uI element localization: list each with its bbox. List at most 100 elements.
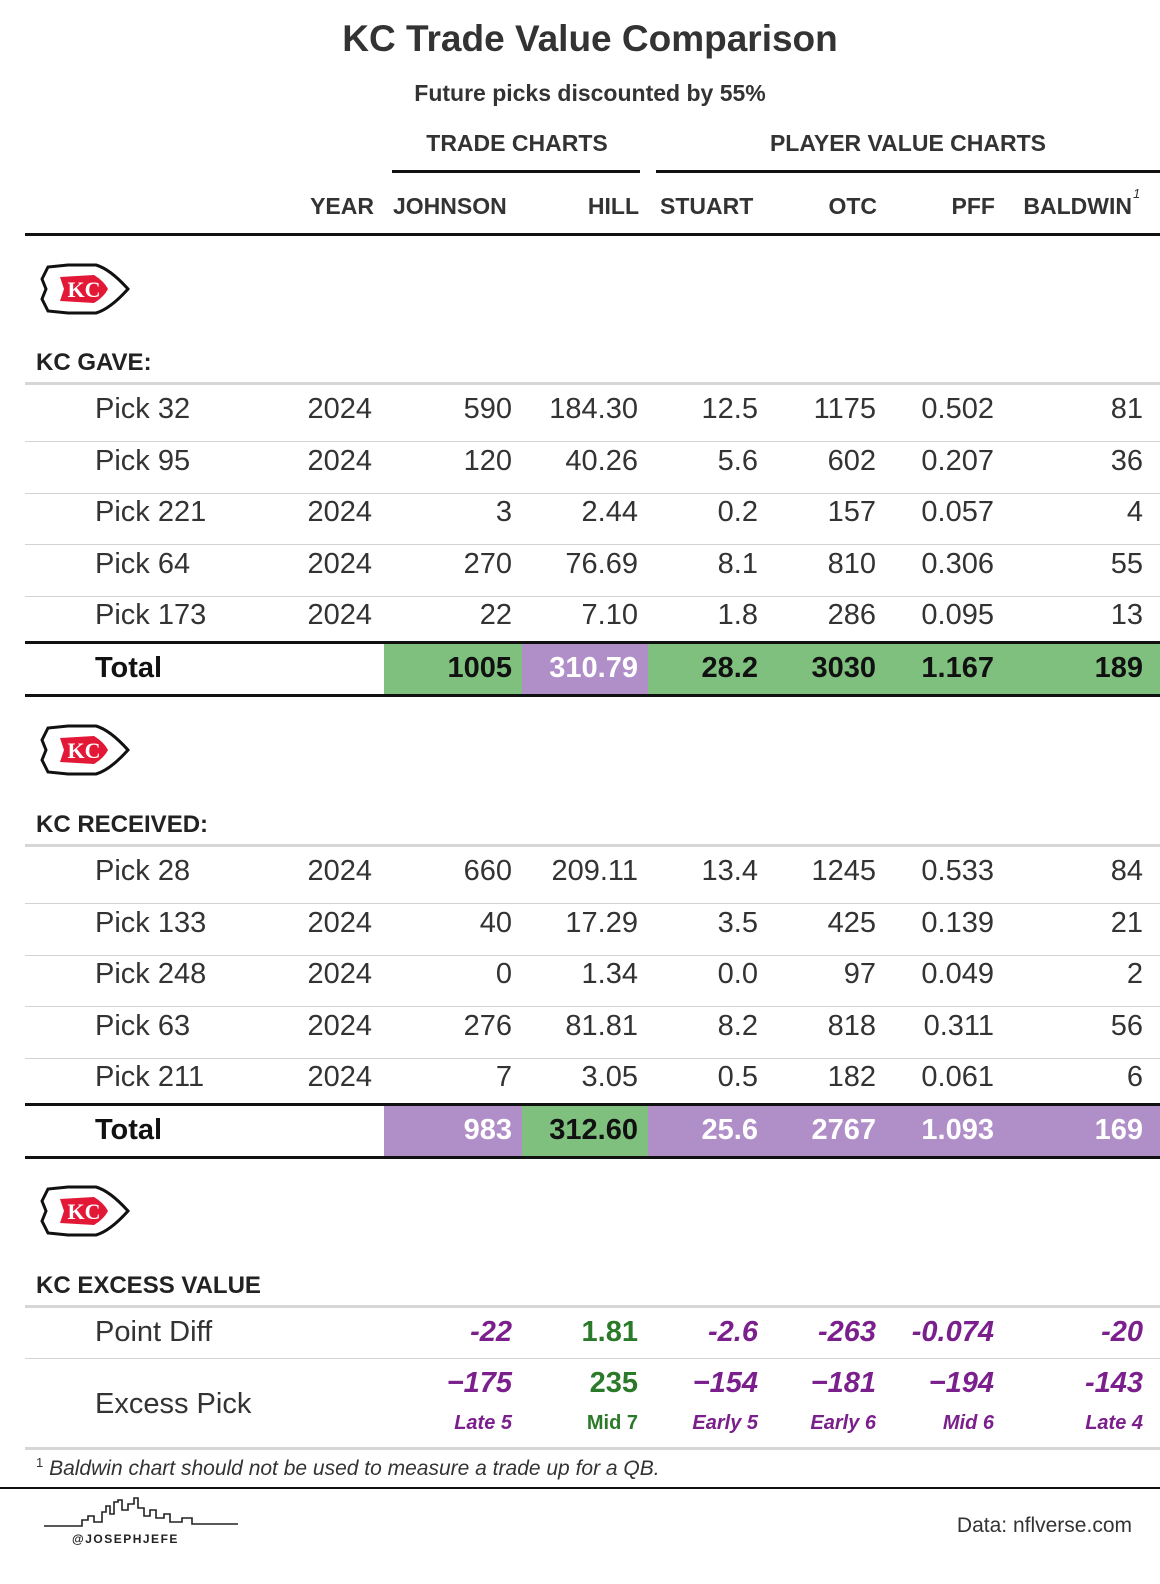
total-stuart: 25.6: [701, 1113, 758, 1146]
row-divider: [25, 1358, 1160, 1359]
cell-stuart: 0.2: [717, 496, 758, 528]
excess-round-johnson: Late 5: [454, 1412, 512, 1434]
excess-pick-otc: −181: [810, 1367, 876, 1399]
col-hill: HILL: [587, 193, 639, 219]
total-johnson: 1005: [447, 651, 512, 684]
total-highlight-stuart: [648, 1105, 768, 1157]
total-rule: [25, 1156, 1160, 1159]
total-highlight-hill: [522, 1105, 648, 1157]
pick-label: Pick 32: [95, 393, 191, 425]
cell-johnson: 660: [463, 855, 512, 887]
cell-otc: 810: [827, 547, 876, 580]
cell-pff: 0.311: [923, 1009, 994, 1042]
cell-johnson: 270: [463, 547, 512, 580]
footnote-mark: 1: [36, 1455, 44, 1470]
cell-johnson: 40: [479, 906, 512, 939]
cell-year: 2024: [307, 547, 372, 580]
excess-round-baldwin: Late 4: [1085, 1412, 1143, 1434]
total-pff: 1.093: [921, 1113, 994, 1146]
cell-year: 2024: [307, 599, 372, 631]
cell-baldwin: 13: [1110, 599, 1143, 631]
total-stuart: 28.2: [701, 651, 758, 684]
row-divider: [25, 954, 1160, 956]
cell-baldwin: 81: [1110, 393, 1143, 425]
cell-hill: 17.29: [565, 906, 638, 939]
cell-year: 2024: [307, 855, 372, 887]
cell-baldwin: 2: [1126, 958, 1143, 990]
section-rule: [25, 1305, 1160, 1308]
row-divider: [25, 1057, 1160, 1059]
page-title: KC Trade Value Comparison: [342, 18, 838, 59]
row-divider: [25, 492, 1160, 494]
cell-otc: 1175: [813, 393, 876, 425]
cell-otc: 602: [827, 444, 876, 477]
cell-johnson: 590: [463, 393, 512, 425]
cell-stuart: 0.5: [717, 1061, 758, 1093]
total-rule: [25, 694, 1160, 697]
row-divider: [25, 1006, 1160, 1007]
total-label: Total: [95, 651, 163, 684]
point-diff-hill: 1.81: [581, 1316, 638, 1348]
header-rule: [25, 233, 1160, 236]
page-subtitle: Future picks discounted by 55%: [414, 80, 766, 106]
col-pff: PFF: [951, 193, 995, 219]
pick-label: Pick 211: [95, 1061, 205, 1093]
cell-otc: 1245: [811, 855, 876, 887]
point-diff-pff: -0.074: [911, 1316, 994, 1348]
svg-text:KC: KC: [68, 1199, 101, 1224]
cell-hill: 209.11: [551, 855, 638, 887]
baldwin-footnote-mark: 1: [1133, 186, 1141, 201]
cell-otc: 182: [827, 1061, 876, 1093]
cell-stuart: 8.2: [717, 1009, 758, 1042]
total-baldwin: 189: [1094, 651, 1143, 684]
cell-pff: 0.139: [921, 906, 994, 939]
cell-hill: 184.30: [549, 393, 638, 425]
section-rule: [25, 844, 1160, 847]
row-divider: [25, 441, 1160, 442]
cell-otc: 818: [827, 1009, 876, 1042]
cell-hill: 81.81: [565, 1009, 638, 1042]
total-otc: 2767: [811, 1113, 876, 1146]
cell-johnson: 276: [463, 1009, 512, 1042]
total-baldwin: 169: [1094, 1113, 1143, 1146]
cell-johnson: 7: [495, 1061, 512, 1093]
section-rule: [25, 382, 1160, 385]
cell-stuart: 12.5: [701, 393, 758, 425]
excess-pick-pff: −194: [928, 1367, 994, 1399]
section-kc-gave: KC GAVE:: [36, 349, 152, 376]
cell-pff: 0.207: [921, 444, 994, 477]
cell-year: 2024: [307, 444, 372, 477]
chiefs-logo-icon: KC: [40, 263, 130, 315]
total-highlight-pff: [886, 643, 1004, 695]
cell-otc: 286: [827, 599, 876, 631]
cell-otc: 97: [843, 958, 876, 990]
col-stuart: STUART: [660, 193, 754, 219]
total-rule: [25, 1103, 1160, 1106]
cell-baldwin: 56: [1110, 1009, 1143, 1042]
total-highlight-pff: [886, 1105, 1004, 1157]
cell-year: 2024: [307, 906, 372, 939]
cell-stuart: 3.5: [717, 906, 758, 939]
cell-baldwin: 55: [1110, 547, 1143, 580]
cell-johnson: 22: [479, 599, 512, 631]
total-highlight-otc: [768, 643, 886, 695]
cell-year: 2024: [307, 1009, 372, 1042]
footnote: 1 Baldwin chart should not be used to me…: [36, 1455, 660, 1481]
total-label: Total: [95, 1113, 163, 1146]
col-year: YEAR: [310, 193, 374, 219]
point-diff-baldwin: -20: [1101, 1316, 1143, 1348]
pick-label: Pick 248: [95, 958, 207, 990]
point-diff-johnson: -22: [470, 1316, 512, 1348]
section-kc-received: KC RECEIVED:: [36, 811, 209, 838]
excess-round-otc: Early 6: [810, 1412, 876, 1434]
total-rule: [25, 641, 1160, 644]
total-highlight-stuart: [648, 643, 768, 695]
cell-stuart: 8.1: [717, 547, 758, 580]
cell-pff: 0.095: [921, 599, 994, 631]
pick-label: Pick 63: [95, 1009, 191, 1042]
pick-label: Pick 173: [95, 599, 207, 631]
col-otc: OTC: [828, 193, 877, 219]
cell-johnson: 120: [463, 444, 512, 477]
group-trade-underline: [392, 170, 640, 173]
cell-stuart: 5.6: [717, 444, 758, 477]
